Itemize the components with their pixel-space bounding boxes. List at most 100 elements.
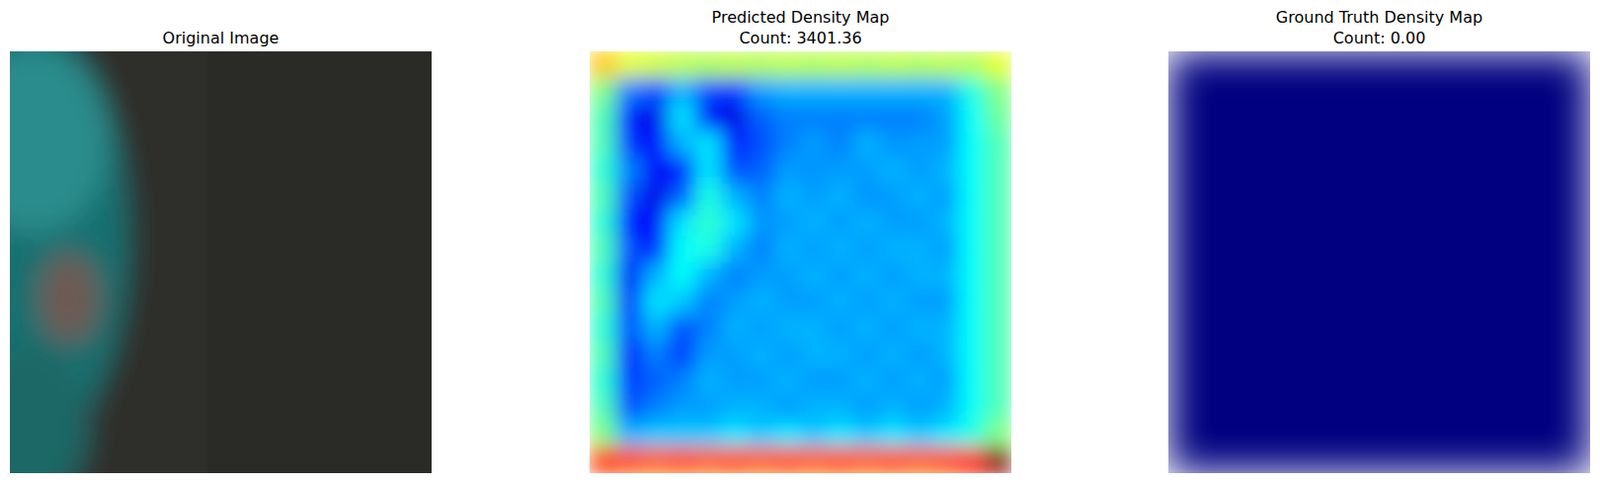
heatmap-cell	[668, 420, 696, 448]
heatmap-cell	[1220, 315, 1275, 369]
teal-highlight	[9, 51, 109, 235]
heatmap-cell	[1379, 51, 1434, 105]
heatmap-cell	[800, 315, 828, 342]
heatmap-cell	[932, 315, 960, 342]
heatmap-cell	[984, 394, 1012, 421]
heatmap-cell	[959, 130, 986, 158]
heatmap-cell	[720, 288, 748, 316]
heatmap-cell	[589, 394, 617, 421]
heatmap-cell	[641, 157, 669, 184]
heatmap-cell	[616, 341, 643, 369]
heatmap-cell	[1537, 51, 1591, 105]
heatmap-cell	[720, 103, 748, 131]
heatmap-cell	[774, 209, 801, 237]
heatmap-cell	[616, 420, 643, 448]
heatmap-cell	[1220, 51, 1275, 105]
panel-title: Original Image	[162, 28, 280, 48]
heatmap-cell	[880, 103, 907, 131]
heatmap-cell	[800, 262, 828, 290]
heatmap-cell	[826, 130, 854, 158]
heatmap-cell	[984, 103, 1012, 131]
heatmap-cell	[747, 182, 775, 210]
heatmap-cell	[720, 130, 748, 158]
heatmap-cell	[826, 341, 854, 369]
heatmap-cell	[616, 209, 643, 237]
heatmap-cell	[668, 103, 696, 131]
heatmap-cell	[641, 367, 669, 395]
heatmap-cell	[959, 78, 986, 105]
heatmap-cell	[720, 367, 748, 395]
heatmap-cell	[774, 420, 801, 448]
heatmap-cell	[1168, 262, 1222, 317]
heatmap-cell	[1168, 157, 1222, 211]
heatmap-cell	[984, 130, 1012, 158]
heatmap-cell	[747, 420, 775, 448]
heatmap-cell	[984, 420, 1012, 448]
heatmap-cell	[720, 209, 748, 237]
heatmap	[589, 51, 1012, 474]
heatmap-cell	[853, 262, 880, 290]
heatmap-cell	[589, 182, 617, 210]
heatmap-cell	[800, 78, 828, 105]
heatmap-cell	[747, 367, 775, 395]
heatmap-cell	[932, 103, 960, 131]
heatmap-cell	[1220, 367, 1275, 421]
heatmap-cell	[984, 182, 1012, 210]
heatmap-cell	[959, 341, 986, 369]
heatmap-cell	[1274, 157, 1328, 211]
heatmap-cell	[1484, 367, 1538, 421]
heatmap-cell	[932, 157, 960, 184]
heatmap-cell	[1537, 262, 1591, 317]
heatmap-cell	[695, 394, 722, 421]
heatmap-cell	[774, 182, 801, 210]
heatmap-cell	[959, 157, 986, 184]
heatmap-cell	[589, 236, 617, 263]
heatmap-cell	[853, 51, 880, 79]
heatmap	[1168, 51, 1591, 474]
heatmap-cell	[984, 236, 1012, 263]
heatmap-cell	[826, 157, 854, 184]
heatmap-cell	[984, 262, 1012, 290]
heatmap-cell	[984, 367, 1012, 395]
heatmap-cell	[880, 236, 907, 263]
heatmap-cell	[1326, 420, 1380, 474]
image-background	[207, 51, 432, 474]
heatmap-cell	[616, 182, 643, 210]
heatmap-cell	[747, 236, 775, 263]
heatmap-cell	[1537, 103, 1591, 158]
heatmap-cell	[800, 420, 828, 448]
heatmap-cell	[959, 315, 986, 342]
heatmap-cell	[668, 51, 696, 79]
heatmap-cell	[720, 446, 748, 474]
heatmap-cell	[932, 394, 960, 421]
heatmap-cell	[984, 315, 1012, 342]
heatmap-cell	[1220, 157, 1275, 211]
heatmap-cell	[800, 182, 828, 210]
heatmap-cell	[747, 262, 775, 290]
heatmap-cell	[589, 130, 617, 158]
heatmap-cell	[826, 78, 854, 105]
heatmap-cell	[800, 341, 828, 369]
heatmap-cell	[668, 315, 696, 342]
heatmap-cell	[641, 315, 669, 342]
heatmap-cell	[720, 51, 748, 79]
heatmap-cell	[959, 236, 986, 263]
panel-title: Count: 3401.36	[738, 28, 862, 48]
heatmap-cell	[720, 315, 748, 342]
heatmap-cell	[800, 130, 828, 158]
heatmap-cell	[747, 288, 775, 316]
heatmap-cell	[959, 288, 986, 316]
heatmap-cell	[959, 446, 986, 474]
heatmap-cell	[880, 78, 907, 105]
heatmap-cell	[905, 236, 933, 263]
panel-title: Predicted Density Map	[712, 7, 890, 27]
heatmap-cell	[1379, 367, 1434, 421]
heatmap-cell	[616, 262, 643, 290]
heatmap-cell	[589, 78, 617, 105]
heatmap-cell	[853, 446, 880, 474]
heatmap-cell	[641, 288, 669, 316]
heatmap-cell	[695, 236, 722, 263]
original-image	[9, 51, 432, 474]
heatmap-cell	[826, 236, 854, 263]
heatmap-cell	[747, 78, 775, 105]
